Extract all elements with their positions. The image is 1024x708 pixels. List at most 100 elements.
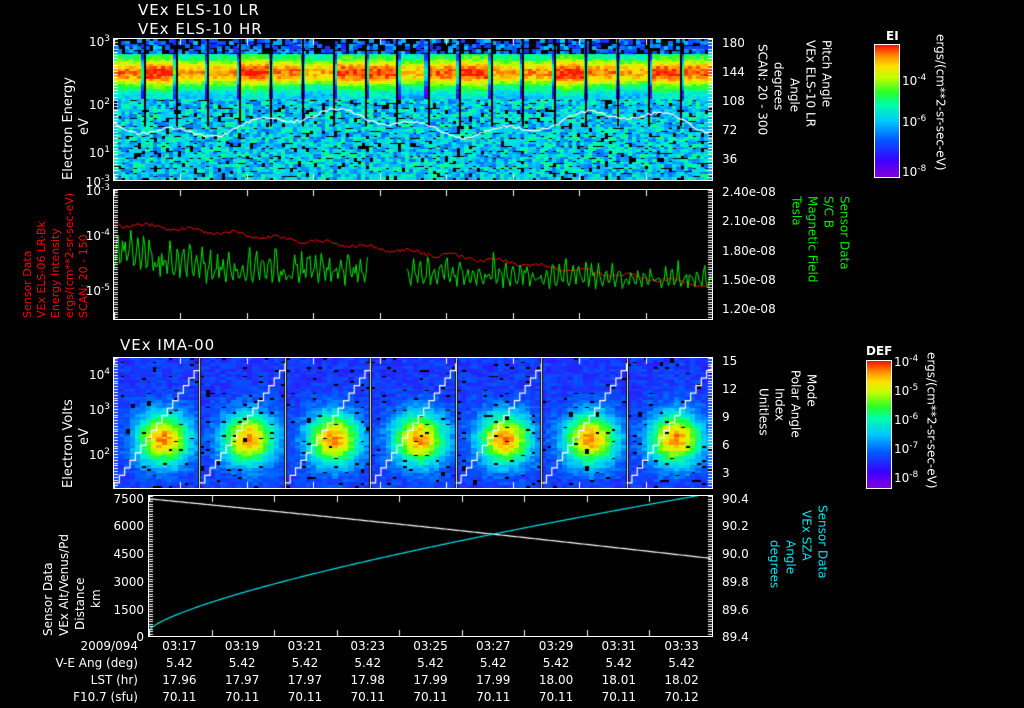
footer-cell: 17.97 bbox=[224, 673, 260, 687]
axis-tick-label: 89.4 bbox=[722, 630, 749, 644]
mag-right-axis-spacecraft: S/C B bbox=[821, 196, 836, 229]
footer-cell: 18.01 bbox=[601, 673, 636, 687]
ima-colorbar[interactable] bbox=[866, 360, 892, 489]
axis-tick-label: 180 bbox=[722, 36, 745, 50]
magnetic-field-panel[interactable] bbox=[113, 189, 713, 320]
footer-cell: 70.11 bbox=[413, 690, 448, 704]
footer-cell: 03:31 bbox=[601, 639, 637, 653]
mag-right-axis-source: Sensor Data bbox=[837, 196, 852, 270]
footer-row-label: F10.7 (sfu) bbox=[73, 690, 138, 704]
footer-parameter-table: 2009/094 03:17 03:19 03:21 03:23 03:25 03:27 03… bbox=[0, 640, 1024, 708]
axis-tick-label: 2.10e-08 bbox=[722, 214, 776, 228]
ima-right-axis-mode: Mode bbox=[804, 374, 819, 407]
ima-title: VEx IMA-00 bbox=[120, 336, 216, 354]
footer-cell: 03:17 bbox=[162, 639, 197, 653]
axis-tick-label: 1.50e-08 bbox=[722, 273, 776, 287]
footer-cell: 17.97 bbox=[287, 673, 323, 687]
axis-tick-label: 2.40e-08 bbox=[722, 185, 776, 199]
footer-row-label: LST (hr) bbox=[90, 673, 138, 687]
axis-tick-label: 6000 bbox=[113, 519, 144, 533]
els-right-axis-quantity: Angle bbox=[787, 78, 802, 113]
footer-cell: 17.98 bbox=[350, 673, 385, 687]
orbit-right-axis-source: Sensor Data bbox=[815, 505, 830, 579]
footer-row-label: V-E Ang (deg) bbox=[55, 656, 138, 670]
mag-right-axis-units: Tesla bbox=[789, 196, 804, 226]
axis-tick-label: 10-6 bbox=[902, 114, 927, 129]
els-colorbar[interactable] bbox=[874, 44, 900, 178]
axis-tick-label: 108 bbox=[722, 94, 745, 108]
axis-tick-label: 10-5 bbox=[894, 383, 919, 398]
ima-right-axis-index: Index bbox=[772, 388, 787, 422]
footer-cell: 70.11 bbox=[538, 690, 574, 704]
els-y-axis-label: Electron Energy bbox=[61, 77, 76, 180]
footer-cell: 17.99 bbox=[476, 673, 511, 687]
axis-tick-label: 3000 bbox=[113, 575, 144, 589]
axis-tick-label: 10-3 bbox=[85, 174, 110, 189]
ima-right-axis-units: Unitless bbox=[756, 388, 771, 436]
els-right-axis-units: degrees bbox=[771, 62, 786, 111]
footer-cell: 5.42 bbox=[668, 656, 695, 670]
els-colorbar-title: EI bbox=[886, 29, 899, 43]
axis-tick-label: 90.2 bbox=[722, 519, 749, 533]
axis-tick-label: 90.4 bbox=[722, 492, 749, 506]
ima-colorbar-units: ergs/(cm**2-sr-sec-eV) bbox=[924, 352, 939, 489]
orbit-right-axis-units: degrees bbox=[767, 540, 782, 589]
footer-cell: 03:25 bbox=[413, 639, 448, 653]
footer-cell: 18.00 bbox=[538, 673, 574, 687]
axis-tick-label: 10-3 bbox=[85, 183, 110, 198]
axis-tick-label: 9 bbox=[722, 410, 730, 424]
axis-tick-label: 4500 bbox=[113, 547, 144, 561]
axis-tick-label: 90.0 bbox=[722, 547, 749, 561]
orbit-right-axis-angle: Angle bbox=[783, 540, 798, 575]
mag-left-axis-units: ergs/(cm**2-sr-sec-eV) bbox=[63, 192, 76, 318]
axis-tick-label: 1.20e-08 bbox=[722, 302, 776, 316]
footer-cell: 5.42 bbox=[354, 656, 382, 670]
axis-tick-label: 10-8 bbox=[902, 164, 927, 179]
axis-tick-label: 101 bbox=[88, 145, 110, 160]
footer-cell: 5.42 bbox=[542, 656, 570, 670]
orbit-panel[interactable] bbox=[148, 495, 713, 637]
footer-cell: 5.42 bbox=[417, 656, 444, 670]
axis-tick-label: 1.80e-08 bbox=[722, 244, 776, 258]
footer-cell: 5.42 bbox=[605, 656, 633, 670]
axis-tick-label: 144 bbox=[722, 65, 745, 79]
axis-tick-label: 15 bbox=[722, 354, 738, 368]
axis-tick-label: 10-4 bbox=[85, 228, 110, 243]
axis-tick-label: 103 bbox=[88, 402, 110, 417]
footer-cell: 18.02 bbox=[664, 673, 699, 687]
ima-spectrogram-panel[interactable] bbox=[113, 357, 713, 489]
axis-tick-label: 10-4 bbox=[894, 354, 919, 369]
footer-cell: 5.42 bbox=[479, 656, 507, 670]
footer-cell: 5.42 bbox=[166, 656, 193, 670]
axis-tick-label: 3 bbox=[722, 466, 730, 480]
axis-tick-label: 7500 bbox=[113, 492, 144, 506]
mag-left-axis-source: Sensor Data bbox=[21, 250, 34, 318]
ima-right-axis-quantity: Polar Angle bbox=[788, 370, 803, 438]
footer-cell: 03:21 bbox=[287, 639, 323, 653]
footer-cell: 70.11 bbox=[224, 690, 260, 704]
axis-tick-label: 1500 bbox=[113, 603, 144, 617]
footer-cell: 03:19 bbox=[224, 639, 260, 653]
orbit-right-axis-quantity: VEx SZA bbox=[799, 510, 814, 561]
mag-left-axis-quantity: Energy Intensity bbox=[49, 228, 62, 318]
axis-tick-label: 12 bbox=[722, 382, 738, 396]
axis-tick-label: 6 bbox=[722, 438, 730, 452]
axis-tick-label: 10-6 bbox=[894, 412, 919, 427]
els-title-hr: VEx ELS-10 HR bbox=[138, 20, 263, 38]
els-right-axis-title: Pitch Angle bbox=[819, 40, 834, 108]
axis-tick-label: 10-4 bbox=[902, 73, 927, 88]
els-right-axis-scan: SCAN: 20 - 300 bbox=[755, 44, 770, 136]
footer-cell: 03:23 bbox=[350, 639, 386, 653]
orbit-left-axis-source: Sensor Data bbox=[41, 562, 55, 636]
mag-left-axis-scan: SCAN: 20 - 150 bbox=[77, 234, 90, 318]
els-spectrogram-panel[interactable] bbox=[113, 38, 713, 181]
footer-cell: 03:27 bbox=[475, 639, 511, 653]
footer-cell: 70.11 bbox=[601, 690, 636, 704]
footer-cell: 03:33 bbox=[664, 639, 699, 653]
orbit-left-axis-distance: Distance bbox=[73, 577, 87, 630]
footer-cell: 17.99 bbox=[413, 673, 448, 687]
axis-tick-label: 89.6 bbox=[722, 603, 749, 617]
footer-cell: 70.12 bbox=[664, 690, 699, 704]
footer-row-label: 2009/094 bbox=[80, 639, 139, 653]
